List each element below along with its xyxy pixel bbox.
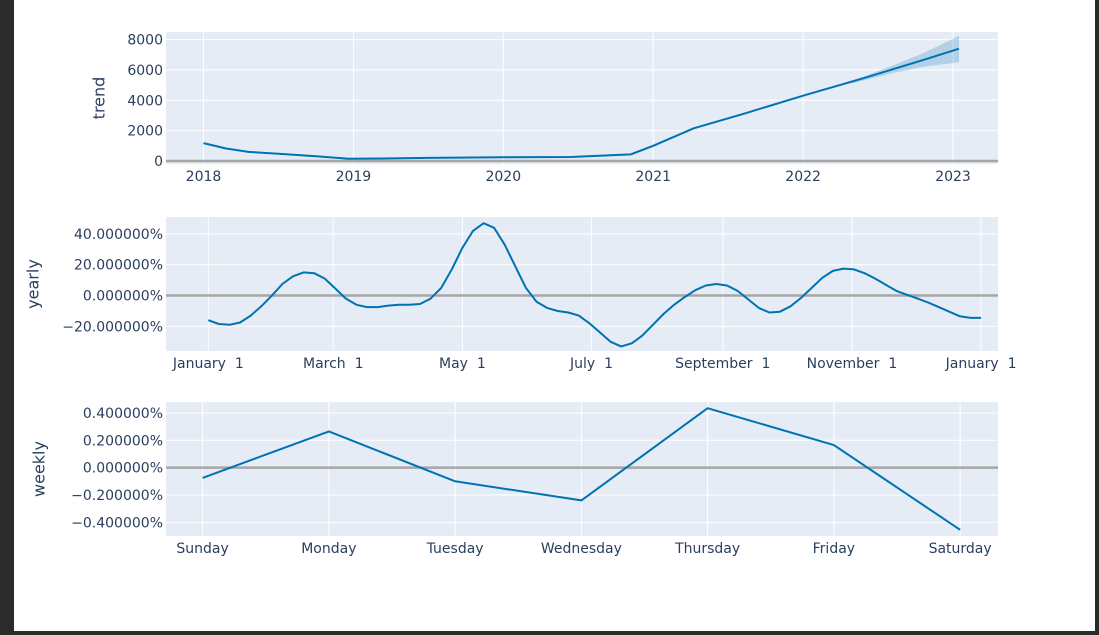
yearly-x-tick-labels: January 1 March 1 May 1 July 1 September 1 No… — [172, 356, 1017, 372]
trend-x-tick-label: 2018 — [186, 169, 222, 185]
weekly-x-tick-label: Saturday — [929, 541, 992, 557]
weekly-y-axis-title: weekly — [30, 441, 49, 497]
trend-y-tick-labels: 0 2000 4000 6000 8000 — [127, 33, 163, 170]
weekly-x-tick-label: Friday — [813, 541, 855, 557]
yearly-y-tick-label: −20.000000% — [62, 319, 163, 335]
trend-y-tick-label: 0 — [154, 154, 163, 170]
yearly-y-tick-label: 20.000000% — [74, 258, 163, 274]
weekly-x-tick-label: Thursday — [674, 541, 740, 557]
weekly-series-line — [202, 407, 961, 531]
weekly-x-tick-label: Tuesday — [426, 541, 484, 557]
weekly-panel: Sunday Monday Tuesday Wednesday Thursday Frid… — [30, 402, 998, 557]
trend-x-tick-labels: 2018 2019 2020 2021 2022 2023 — [186, 169, 971, 185]
yearly-panel: January 1 March 1 May 1 July 1 September 1 No… — [24, 217, 1017, 372]
weekly-x-tick-label: Monday — [301, 541, 356, 557]
trend-y-tick-label: 6000 — [127, 63, 163, 79]
trend-series-line — [203, 47, 960, 160]
weekly-x-tick-labels: Sunday Monday Tuesday Wednesday Thursday Frid… — [176, 541, 991, 557]
trend-gridlines — [166, 32, 998, 164]
trend-y-axis-title: trend — [90, 77, 109, 120]
yearly-y-axis-title: yearly — [24, 259, 43, 309]
yearly-y-tick-label: 40.000000% — [74, 227, 163, 243]
trend-x-tick-label: 2023 — [935, 169, 971, 185]
trend-x-tick-label: 2019 — [336, 169, 372, 185]
yearly-plot-area — [166, 217, 998, 351]
yearly-x-tick-label: November 1 — [807, 356, 898, 372]
weekly-y-tick-label: −0.200000% — [71, 488, 163, 504]
weekly-x-tick-label: Sunday — [176, 541, 228, 557]
yearly-x-tick-label: January 1 — [172, 356, 244, 372]
weekly-y-tick-label: 0.200000% — [83, 433, 163, 449]
weekly-y-tick-label: 0.000000% — [83, 461, 163, 477]
trend-panel: 2018 2019 2020 2021 2022 2023 0 2000 4000 6000 80… — [90, 32, 998, 185]
trend-y-tick-label: 4000 — [127, 93, 163, 109]
yearly-series-line — [207, 222, 982, 348]
yearly-x-tick-label: September 1 — [675, 356, 770, 372]
yearly-y-tick-labels: −20.000000% 0.000000% 20.000000% 40.000000% — [62, 227, 163, 335]
trend-y-tick-label: 2000 — [127, 124, 163, 140]
trend-uncertainty-band — [833, 35, 959, 88]
yearly-gridlines — [166, 217, 998, 351]
yearly-x-tick-label: March 1 — [303, 356, 363, 372]
weekly-y-tick-labels: −0.400000% −0.200000% 0.000000% 0.200000% 0.… — [71, 406, 163, 531]
weekly-y-tick-label: −0.400000% — [71, 515, 163, 531]
trend-x-tick-label: 2022 — [785, 169, 821, 185]
weekly-x-tick-label: Wednesday — [541, 541, 622, 557]
trend-x-tick-label: 2021 — [635, 169, 671, 185]
weekly-y-tick-label: 0.400000% — [83, 406, 163, 422]
yearly-y-tick-label: 0.000000% — [83, 289, 163, 305]
weekly-plot-area — [166, 402, 998, 536]
yearly-x-tick-label: July 1 — [569, 356, 613, 372]
trend-x-tick-label: 2020 — [485, 169, 521, 185]
yearly-x-tick-label: January 1 — [945, 356, 1017, 372]
trend-plot-area — [166, 32, 998, 164]
yearly-x-tick-label: May 1 — [439, 356, 486, 372]
trend-y-tick-label: 8000 — [127, 33, 163, 49]
